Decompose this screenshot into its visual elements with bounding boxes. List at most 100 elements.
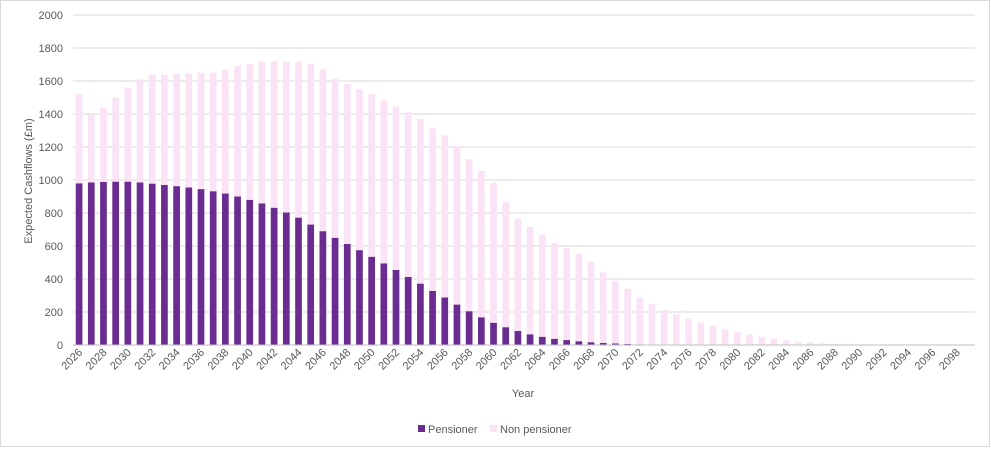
bar-non-pensioner — [563, 248, 570, 340]
bar-non-pensioner — [649, 304, 656, 344]
bar-non-pensioner — [137, 79, 144, 182]
x-tick-label: 2062 — [498, 347, 524, 373]
bar-non-pensioner — [380, 100, 387, 263]
bar-non-pensioner — [490, 183, 497, 323]
bars — [76, 61, 936, 345]
bar-non-pensioner — [417, 119, 424, 284]
bar-non-pensioner — [600, 272, 607, 343]
bar-non-pensioner — [697, 323, 704, 345]
bar-non-pensioner — [307, 64, 314, 225]
bar-non-pensioner — [771, 339, 778, 345]
x-tick-label: 2038 — [206, 347, 232, 373]
bar-non-pensioner — [161, 75, 168, 185]
bar-pensioner — [149, 184, 156, 345]
x-tick-label: 2088 — [815, 347, 841, 373]
x-tick-label: 2034 — [157, 347, 183, 373]
bar-non-pensioner — [405, 112, 412, 277]
bar-non-pensioner — [515, 219, 522, 331]
bar-non-pensioner — [502, 202, 509, 327]
bar-non-pensioner — [746, 335, 753, 345]
x-tick-label: 2042 — [254, 347, 280, 373]
bar-non-pensioner — [100, 108, 107, 182]
x-tick-label: 2028 — [84, 347, 110, 373]
bar-pensioner — [271, 208, 278, 345]
bar-non-pensioner — [185, 74, 192, 188]
bar-pensioner — [161, 185, 168, 345]
x-tick-label: 2094 — [888, 347, 914, 373]
x-tick-label: 2054 — [401, 347, 427, 373]
y-tick-label: 400 — [45, 274, 63, 286]
bar-non-pensioner — [685, 318, 692, 344]
x-tick-label: 2058 — [449, 347, 475, 373]
y-tick-label: 800 — [45, 208, 63, 220]
x-tick-label: 2032 — [133, 347, 159, 373]
bar-non-pensioner — [259, 62, 266, 204]
bar-non-pensioner — [612, 281, 619, 344]
bar-non-pensioner — [710, 326, 717, 345]
x-tick-label: 2072 — [620, 347, 646, 373]
bar-pensioner — [246, 200, 253, 345]
bar-pensioner — [405, 277, 412, 345]
x-tick-label: 2096 — [913, 347, 939, 373]
bar-pensioner — [222, 194, 229, 345]
bar-pensioner — [575, 341, 582, 345]
bar-non-pensioner — [173, 74, 180, 186]
bar-non-pensioner — [758, 337, 765, 345]
bar-pensioner — [356, 250, 363, 345]
bar-non-pensioner — [551, 243, 558, 339]
bar-non-pensioner — [88, 115, 95, 183]
x-tick-label: 2098 — [937, 347, 963, 373]
bar-pensioner — [137, 182, 144, 345]
x-tick-label: 2086 — [791, 347, 817, 373]
bar-pensioner — [332, 238, 339, 345]
bar-non-pensioner — [234, 66, 241, 196]
gridlines — [73, 15, 975, 345]
bar-non-pensioner — [588, 262, 595, 342]
bar-pensioner — [100, 182, 107, 345]
bar-pensioner — [490, 323, 497, 345]
bar-pensioner — [124, 182, 131, 345]
bar-pensioner — [417, 284, 424, 345]
bar-non-pensioner — [112, 98, 119, 182]
bar-non-pensioner — [636, 298, 643, 345]
x-tick-label: 2082 — [742, 347, 768, 373]
bar-non-pensioner — [575, 254, 582, 341]
bar-non-pensioner — [429, 128, 436, 291]
x-tick-label: 2068 — [571, 347, 597, 373]
legend-swatch-non-pensioner — [490, 425, 497, 432]
x-tick-label: 2074 — [644, 347, 670, 373]
y-tick-label: 1600 — [39, 76, 63, 88]
bar-non-pensioner — [356, 89, 363, 250]
bar-pensioner — [320, 231, 327, 345]
y-tick-label: 1800 — [39, 43, 63, 55]
bar-non-pensioner — [661, 310, 668, 345]
bar-non-pensioner — [210, 73, 217, 191]
bar-non-pensioner — [454, 146, 461, 304]
bar-non-pensioner — [466, 159, 473, 311]
bar-pensioner — [563, 340, 570, 345]
bar-non-pensioner — [722, 329, 729, 345]
y-axis-title: Expected Cashflows (£m) — [23, 118, 35, 243]
bar-pensioner — [198, 189, 205, 345]
bar-non-pensioner — [198, 73, 205, 189]
bar-pensioner — [441, 297, 448, 345]
bar-pensioner — [466, 311, 473, 345]
bar-pensioner — [283, 213, 290, 345]
bar-pensioner — [454, 305, 461, 345]
x-tick-label: 2092 — [864, 347, 890, 373]
bar-pensioner — [76, 183, 83, 345]
bar-pensioner — [515, 331, 522, 345]
legend-label-pensioner: Pensioner — [428, 424, 478, 436]
bar-pensioner — [210, 191, 217, 345]
x-axis-ticks: 2026202820302032203420362038204020422044… — [59, 347, 962, 373]
x-tick-label: 2078 — [693, 347, 719, 373]
bar-non-pensioner — [320, 69, 327, 231]
x-tick-label: 2076 — [669, 347, 695, 373]
x-tick-label: 2030 — [108, 347, 134, 373]
bar-non-pensioner — [332, 79, 339, 238]
bar-pensioner — [551, 339, 558, 345]
x-tick-label: 2060 — [474, 347, 500, 373]
